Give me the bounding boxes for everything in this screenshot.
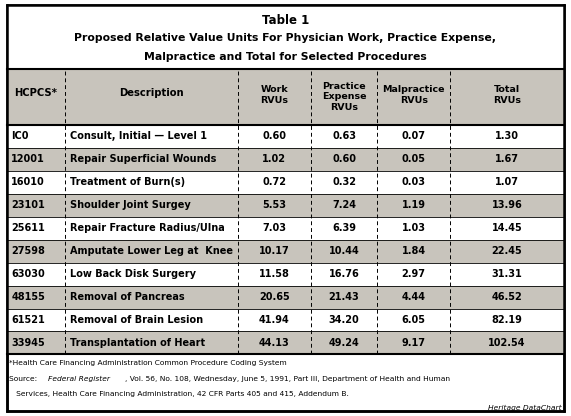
Text: 1.07: 1.07: [495, 177, 519, 187]
Text: 1.84: 1.84: [401, 246, 426, 256]
Text: Total: Total: [494, 85, 520, 94]
Text: 7.03: 7.03: [262, 223, 286, 233]
Text: 46.52: 46.52: [492, 292, 522, 302]
Text: 33945: 33945: [11, 338, 45, 348]
Text: 7.24: 7.24: [332, 200, 356, 210]
Text: 27598: 27598: [11, 246, 45, 256]
Text: Services, Health Care Financing Administration, 42 CFR Parts 405 and 415, Addend: Services, Health Care Financing Administ…: [9, 391, 349, 397]
Text: 0.72: 0.72: [262, 177, 286, 187]
Text: 48155: 48155: [11, 292, 45, 302]
Text: Table 1: Table 1: [262, 14, 309, 27]
Bar: [7, 194, 564, 217]
Text: 4.44: 4.44: [401, 292, 425, 302]
Bar: [7, 5, 564, 69]
Bar: [7, 285, 564, 309]
Text: 6.39: 6.39: [332, 223, 356, 233]
Text: Transplantation of Heart: Transplantation of Heart: [70, 338, 205, 348]
Text: 22.45: 22.45: [492, 246, 522, 256]
Text: 102.54: 102.54: [488, 338, 526, 348]
Text: 34.20: 34.20: [329, 315, 359, 325]
Text: 13.96: 13.96: [492, 200, 522, 210]
Text: , Vol. 56, No. 108, Wednesday, June 5, 1991, Part III, Department of Health and : , Vol. 56, No. 108, Wednesday, June 5, 1…: [125, 376, 450, 381]
Text: 0.32: 0.32: [332, 177, 356, 187]
Text: Description: Description: [119, 88, 184, 99]
Text: HCPCS*: HCPCS*: [15, 88, 58, 99]
Text: Low Back Disk Surgery: Low Back Disk Surgery: [70, 269, 196, 279]
Text: 23101: 23101: [11, 200, 45, 210]
Bar: [7, 69, 564, 125]
Bar: [7, 262, 564, 285]
Text: Removal of Brain Lesion: Removal of Brain Lesion: [70, 315, 203, 325]
Text: 1.19: 1.19: [401, 200, 425, 210]
Text: 14.45: 14.45: [492, 223, 522, 233]
Text: 16010: 16010: [11, 177, 45, 187]
Text: 0.60: 0.60: [262, 131, 286, 141]
Text: 25611: 25611: [11, 223, 45, 233]
Text: RVUs: RVUs: [330, 103, 358, 111]
Text: *Health Care Financing Administration Common Procedure Coding System: *Health Care Financing Administration Co…: [9, 360, 287, 366]
Text: 1.02: 1.02: [262, 154, 286, 164]
Text: 44.13: 44.13: [259, 338, 289, 348]
Text: 1.67: 1.67: [495, 154, 519, 164]
Text: Federal Register: Federal Register: [48, 376, 110, 382]
Text: Consult, Initial — Level 1: Consult, Initial — Level 1: [70, 131, 207, 141]
Bar: [7, 240, 564, 262]
Text: Work: Work: [260, 85, 288, 94]
Bar: [7, 309, 564, 332]
Text: 10.17: 10.17: [259, 246, 289, 256]
Text: 0.60: 0.60: [332, 154, 356, 164]
Text: 31.31: 31.31: [492, 269, 522, 279]
Text: 1.30: 1.30: [495, 131, 519, 141]
Text: 0.05: 0.05: [401, 154, 425, 164]
Text: 6.05: 6.05: [401, 315, 425, 325]
Text: Repair Superficial Wounds: Repair Superficial Wounds: [70, 154, 216, 164]
Text: RVUs: RVUs: [493, 97, 521, 105]
Bar: [7, 332, 564, 354]
Text: 49.24: 49.24: [329, 338, 359, 348]
Text: Amputate Lower Leg at  Knee: Amputate Lower Leg at Knee: [70, 246, 233, 256]
Text: 0.03: 0.03: [401, 177, 425, 187]
Text: RVUs: RVUs: [260, 97, 288, 105]
Text: 5.53: 5.53: [262, 200, 286, 210]
Text: 63030: 63030: [11, 269, 45, 279]
Text: 41.94: 41.94: [259, 315, 289, 325]
Text: Heritage DataChart: Heritage DataChart: [488, 405, 562, 411]
Text: Source:: Source:: [9, 376, 39, 381]
Text: 12001: 12001: [11, 154, 45, 164]
Text: IC0: IC0: [11, 131, 29, 141]
Text: 20.65: 20.65: [259, 292, 289, 302]
Text: Malpractice: Malpractice: [383, 85, 445, 94]
Text: RVUs: RVUs: [400, 97, 428, 105]
Text: 21.43: 21.43: [329, 292, 359, 302]
Bar: [7, 171, 564, 194]
Text: Repair Fracture Radius/Ulna: Repair Fracture Radius/Ulna: [70, 223, 224, 233]
Bar: [7, 148, 564, 171]
Text: 1.03: 1.03: [401, 223, 425, 233]
Text: 2.97: 2.97: [401, 269, 425, 279]
Text: 82.19: 82.19: [492, 315, 522, 325]
Text: Malpractice and Total for Selected Procedures: Malpractice and Total for Selected Proce…: [144, 52, 427, 62]
Text: 16.76: 16.76: [329, 269, 359, 279]
Text: 11.58: 11.58: [259, 269, 290, 279]
Text: 0.07: 0.07: [401, 131, 425, 141]
Text: Removal of Pancreas: Removal of Pancreas: [70, 292, 184, 302]
Text: Shoulder Joint Surgey: Shoulder Joint Surgey: [70, 200, 191, 210]
Bar: [7, 125, 564, 148]
Text: Expense: Expense: [322, 92, 366, 101]
Text: 0.63: 0.63: [332, 131, 356, 141]
Text: Treatment of Burn(s): Treatment of Burn(s): [70, 177, 185, 187]
Text: Proposed Relative Value Units For Physician Work, Practice Expense,: Proposed Relative Value Units For Physic…: [74, 33, 497, 43]
Bar: [7, 217, 564, 240]
Text: 9.17: 9.17: [401, 338, 425, 348]
Text: 61521: 61521: [11, 315, 45, 325]
Text: Practice: Practice: [322, 82, 366, 91]
Text: 10.44: 10.44: [329, 246, 359, 256]
